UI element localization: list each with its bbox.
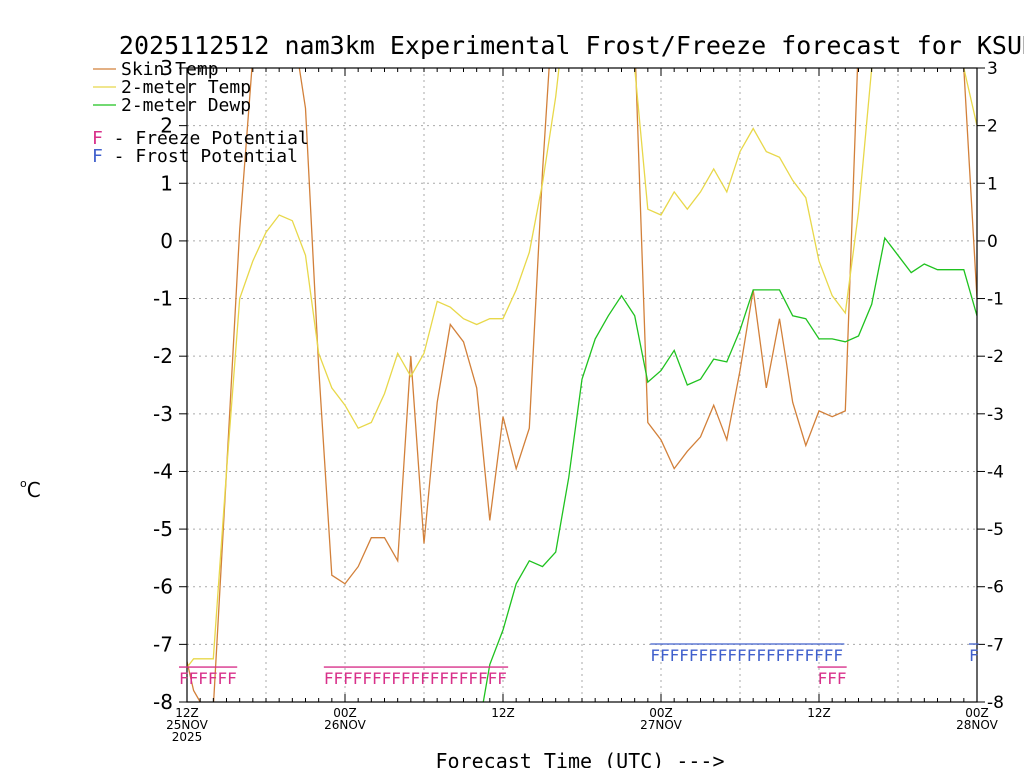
legend_item_skin: Skin Temp [121, 59, 219, 80]
series-line-skin-temp [187, 68, 977, 702]
chart-title: 2025112512 nam3km Experimental Frost/Fre… [119, 31, 1024, 60]
y-tick-label-right: -1 [987, 290, 1004, 310]
x-tick-label: 27NOV [640, 718, 682, 732]
y-tick-label-left: -2 [153, 344, 173, 368]
y-tick-label-right: 0 [987, 232, 998, 252]
x-tick-label: 12Z [491, 706, 515, 720]
y-tick-label-right: -3 [987, 405, 1004, 425]
potential-markers: FFFFFF FFFFFFFFFFFFFFFFFFF FFFFFFFFFFFFFFF… [179, 643, 979, 688]
x-tick-label: 12Z [175, 706, 199, 720]
y-tick-label-right: 1 [987, 174, 998, 194]
y-tick-label-right: -2 [987, 347, 1004, 367]
x-tick-label: 00Z [965, 706, 989, 720]
legend_item_temp: 2-meter Temp [121, 77, 251, 98]
y-axis-label-unit: C [27, 478, 41, 502]
freeze-marker: FFF [818, 669, 847, 688]
legend_item_dewp: 2-meter Dewp [121, 95, 251, 116]
y-tick-label-left: -7 [153, 632, 173, 656]
freeze-marker: FFFFFF [179, 669, 237, 688]
y-tick-label-right: -4 [987, 462, 1004, 482]
x-tick-label: 12Z [807, 706, 831, 720]
series-line-2-meter-temp [187, 68, 977, 668]
y-tick-label-left: -8 [153, 690, 173, 714]
legend-frost-potential: F - Frost Potential [92, 146, 298, 167]
y-tick-label-left: 0 [160, 229, 173, 253]
y-tick-label-left: -3 [153, 402, 173, 426]
y-tick-label-right: -5 [987, 520, 1004, 540]
freeze-marker: FFFFFFFFFFFFFFFFFFF [324, 669, 507, 688]
y-tick-label-right: -8 [987, 693, 1004, 713]
y-tick-label-left: 3 [160, 56, 173, 80]
y-axis-label-degree: o [20, 477, 27, 490]
y-tick-label-right: 2 [987, 117, 998, 137]
y-tick-label-left: 1 [160, 171, 173, 195]
series-line-2-meter-dewp [482, 236, 977, 702]
series-lines [187, 68, 977, 702]
y-tick-label-left: -4 [153, 459, 173, 483]
y-tick-label-right: 3 [987, 59, 998, 79]
x-tick-label: 2025 [172, 730, 203, 744]
y-tick-label-left: -5 [153, 517, 173, 541]
grid [187, 68, 977, 702]
y-tick-label-right: -6 [987, 578, 1004, 598]
y-tick-label-right: -7 [987, 635, 1004, 655]
y-tick-label-left: -6 [153, 575, 173, 599]
x-tick-label: 00Z [649, 706, 673, 720]
legend-freeze-potential: F - Freeze Potential [92, 128, 309, 149]
plot-frame [186, 67, 978, 703]
y-axis-label: oC [20, 477, 41, 502]
frost-marker: F [969, 646, 979, 665]
y-tick-label-left: 2 [160, 114, 173, 138]
x-tick-label: 00Z [333, 706, 357, 720]
x-axis-label: Forecast Time (UTC) ---> [436, 749, 725, 768]
axis-ticks: -8 -8 -7 -7 -6 -6 -5 -5 -4 -4 -3 -3 -2 -2 -1 -1 0 0 1 1 2 2 3 3… [153, 56, 1004, 744]
y-tick-label-left: -1 [153, 287, 173, 311]
frost-marker: FFFFFFFFFFFFFFFFFFFF [650, 646, 843, 665]
x-tick-label: 28NOV [956, 718, 998, 732]
x-tick-label: 26NOV [324, 718, 366, 732]
x-tick-label: 25NOV [166, 718, 208, 732]
